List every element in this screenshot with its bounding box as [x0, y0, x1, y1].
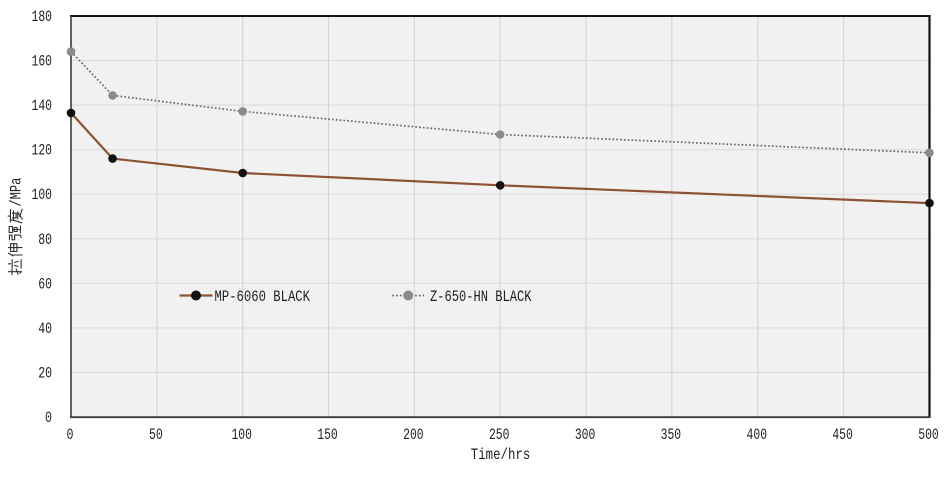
svg-text:100: 100 — [32, 186, 53, 204]
svg-text:200: 200 — [403, 426, 424, 444]
svg-text:120: 120 — [32, 142, 53, 160]
svg-text:160: 160 — [32, 53, 53, 71]
svg-text:80: 80 — [38, 231, 52, 249]
svg-text:350: 350 — [661, 426, 682, 444]
svg-text:150: 150 — [317, 426, 338, 444]
svg-text:MP-6060 BLACK: MP-6060 BLACK — [215, 288, 311, 306]
svg-text:50: 50 — [149, 426, 163, 444]
svg-text:180: 180 — [32, 8, 53, 26]
svg-text:0: 0 — [45, 409, 52, 427]
svg-text:60: 60 — [38, 275, 52, 293]
svg-text:0: 0 — [67, 426, 74, 444]
svg-text:100: 100 — [231, 426, 252, 444]
svg-text:40: 40 — [38, 320, 52, 338]
svg-text:300: 300 — [575, 426, 596, 444]
svg-text:140: 140 — [32, 97, 53, 115]
svg-text:450: 450 — [832, 426, 853, 444]
svg-text:500: 500 — [918, 426, 939, 444]
svg-text:20: 20 — [38, 364, 52, 382]
svg-text:/MPa: /MPa — [8, 177, 26, 206]
svg-text:Time/hrs: Time/hrs — [471, 446, 531, 464]
svg-text:250: 250 — [489, 426, 510, 444]
svg-text:400: 400 — [747, 426, 768, 444]
svg-text:Z-650-HN BLACK: Z-650-HN BLACK — [430, 288, 532, 306]
